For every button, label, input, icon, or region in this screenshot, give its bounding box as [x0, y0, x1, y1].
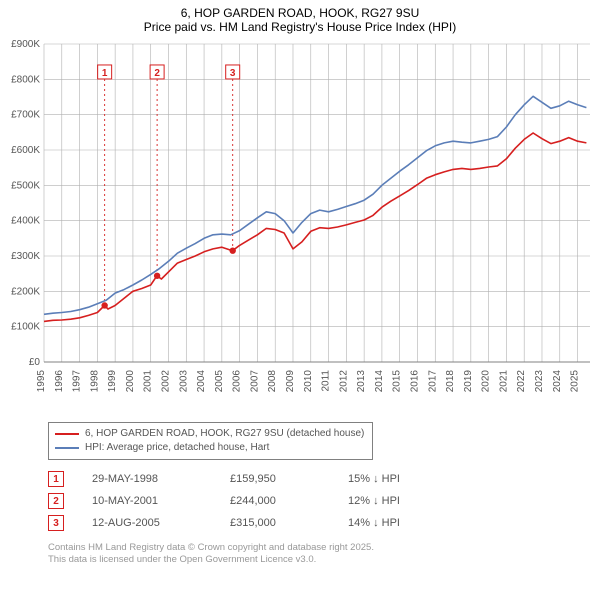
- svg-text:2019: 2019: [463, 370, 474, 393]
- legend: 6, HOP GARDEN ROAD, HOOK, RG27 9SU (deta…: [48, 422, 373, 460]
- sale-price: £244,000: [230, 495, 320, 507]
- svg-text:1999: 1999: [107, 370, 118, 393]
- svg-text:£300K: £300K: [11, 251, 40, 262]
- svg-text:2025: 2025: [570, 370, 581, 393]
- svg-text:1998: 1998: [89, 370, 100, 393]
- sales-row: 1 29-MAY-1998 £159,950 15% ↓ HPI: [48, 468, 600, 490]
- svg-text:2024: 2024: [552, 370, 563, 393]
- sale-date: 29-MAY-1998: [92, 473, 202, 485]
- svg-text:1996: 1996: [54, 370, 65, 393]
- title-line1: 6, HOP GARDEN ROAD, HOOK, RG27 9SU: [0, 0, 600, 20]
- svg-text:£0: £0: [29, 357, 41, 368]
- svg-text:2002: 2002: [160, 370, 171, 393]
- sale-delta: 14% ↓ HPI: [348, 517, 438, 529]
- sale-date: 10-MAY-2001: [92, 495, 202, 507]
- svg-text:2000: 2000: [125, 370, 136, 393]
- legend-label: HPI: Average price, detached house, Hart: [85, 441, 269, 455]
- svg-text:2006: 2006: [232, 370, 243, 393]
- svg-text:£800K: £800K: [11, 74, 40, 85]
- svg-text:£700K: £700K: [11, 110, 40, 121]
- svg-text:£500K: £500K: [11, 180, 40, 191]
- svg-text:£200K: £200K: [11, 286, 40, 297]
- svg-text:2020: 2020: [481, 370, 492, 393]
- sale-marker-number: 1: [48, 471, 64, 487]
- sales-row: 2 10-MAY-2001 £244,000 12% ↓ HPI: [48, 490, 600, 512]
- svg-text:3: 3: [230, 68, 236, 79]
- svg-text:2017: 2017: [427, 370, 438, 393]
- footer: Contains HM Land Registry data © Crown c…: [48, 542, 600, 566]
- svg-text:2008: 2008: [267, 370, 278, 393]
- svg-text:£400K: £400K: [11, 216, 40, 227]
- title-line2: Price paid vs. HM Land Registry's House …: [0, 20, 600, 38]
- sales-table: 1 29-MAY-1998 £159,950 15% ↓ HPI 2 10-MAY-200…: [48, 468, 600, 534]
- svg-text:£900K: £900K: [11, 39, 40, 50]
- footer-line2: This data is licensed under the Open Gov…: [48, 554, 600, 566]
- sale-date: 12-AUG-2005: [92, 517, 202, 529]
- legend-swatch: [55, 447, 79, 449]
- svg-text:2004: 2004: [196, 370, 207, 393]
- legend-item: 6, HOP GARDEN ROAD, HOOK, RG27 9SU (deta…: [55, 427, 364, 441]
- svg-text:1995: 1995: [36, 370, 47, 393]
- sale-price: £315,000: [230, 517, 320, 529]
- chart-container: 6, HOP GARDEN ROAD, HOOK, RG27 9SU Price…: [0, 0, 600, 590]
- svg-text:2011: 2011: [321, 370, 332, 392]
- svg-text:2013: 2013: [356, 370, 367, 393]
- line-chart: £0 £100K £200K £300K £400K £500K £600K £700K £80…: [0, 38, 600, 418]
- svg-text:2023: 2023: [534, 370, 545, 393]
- svg-text:2: 2: [154, 68, 160, 79]
- sale-marker-number: 2: [48, 493, 64, 509]
- svg-text:2014: 2014: [374, 370, 385, 393]
- svg-text:1: 1: [102, 68, 108, 79]
- sale-delta: 15% ↓ HPI: [348, 473, 438, 485]
- svg-text:2007: 2007: [249, 370, 260, 393]
- legend-swatch: [55, 433, 79, 435]
- svg-text:2003: 2003: [178, 370, 189, 393]
- svg-text:1997: 1997: [72, 370, 83, 393]
- svg-text:2018: 2018: [445, 370, 456, 393]
- sales-row: 3 12-AUG-2005 £315,000 14% ↓ HPI: [48, 512, 600, 534]
- svg-text:2001: 2001: [143, 370, 154, 393]
- svg-text:2021: 2021: [498, 370, 509, 393]
- sale-marker-number: 3: [48, 515, 64, 531]
- legend-label: 6, HOP GARDEN ROAD, HOOK, RG27 9SU (deta…: [85, 427, 364, 441]
- legend-item: HPI: Average price, detached house, Hart: [55, 441, 364, 455]
- svg-text:£600K: £600K: [11, 145, 40, 156]
- svg-text:2005: 2005: [214, 370, 225, 393]
- sale-price: £159,950: [230, 473, 320, 485]
- svg-text:2016: 2016: [409, 370, 420, 393]
- svg-text:2015: 2015: [392, 370, 403, 393]
- svg-text:2012: 2012: [338, 370, 349, 393]
- svg-text:£100K: £100K: [11, 322, 40, 333]
- footer-line1: Contains HM Land Registry data © Crown c…: [48, 542, 600, 554]
- svg-text:2022: 2022: [516, 370, 527, 393]
- svg-text:2010: 2010: [303, 370, 314, 393]
- sale-delta: 12% ↓ HPI: [348, 495, 438, 507]
- svg-text:2009: 2009: [285, 370, 296, 393]
